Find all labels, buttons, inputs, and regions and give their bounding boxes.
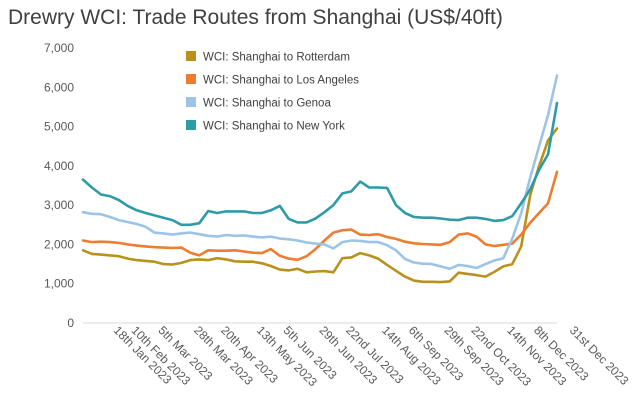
legend-label: WCI: Shanghai to Los Angeles: [203, 75, 359, 87]
y-tick-label: 5,000: [44, 120, 74, 134]
series-line-1: [81, 127, 559, 284]
series-layer: [81, 74, 559, 284]
y-tick-label: 0: [67, 316, 74, 330]
legend-swatch-4: [186, 120, 196, 130]
legend-label: WCI: Shanghai to New York: [203, 121, 345, 133]
y-tick-label: 7,000: [44, 41, 74, 55]
legend-label: WCI: Shanghai to Genoa: [203, 98, 331, 110]
axis-layer: 01,0002,0003,0004,0005,0006,0007,00018th…: [44, 41, 632, 389]
series-line-3: [81, 74, 559, 271]
legend-swatch-3: [186, 97, 196, 107]
y-tick-label: 1,000: [44, 277, 74, 291]
chart-title: Drewry WCI: Trade Routes from Shanghai (…: [8, 6, 503, 29]
legend-swatch-2: [186, 74, 196, 84]
legend: WCI: Shanghai to Rotterdam WCI: Shanghai …: [186, 51, 359, 133]
legend-swatch-1: [186, 51, 196, 61]
y-tick-label: 6,000: [44, 80, 74, 94]
legend-label: WCI: Shanghai to Rotterdam: [203, 52, 350, 64]
y-tick-label: 4,000: [44, 159, 74, 173]
y-tick-label: 3,000: [44, 198, 74, 212]
y-tick-label: 2,000: [44, 237, 74, 251]
series-line-4: [81, 101, 559, 227]
